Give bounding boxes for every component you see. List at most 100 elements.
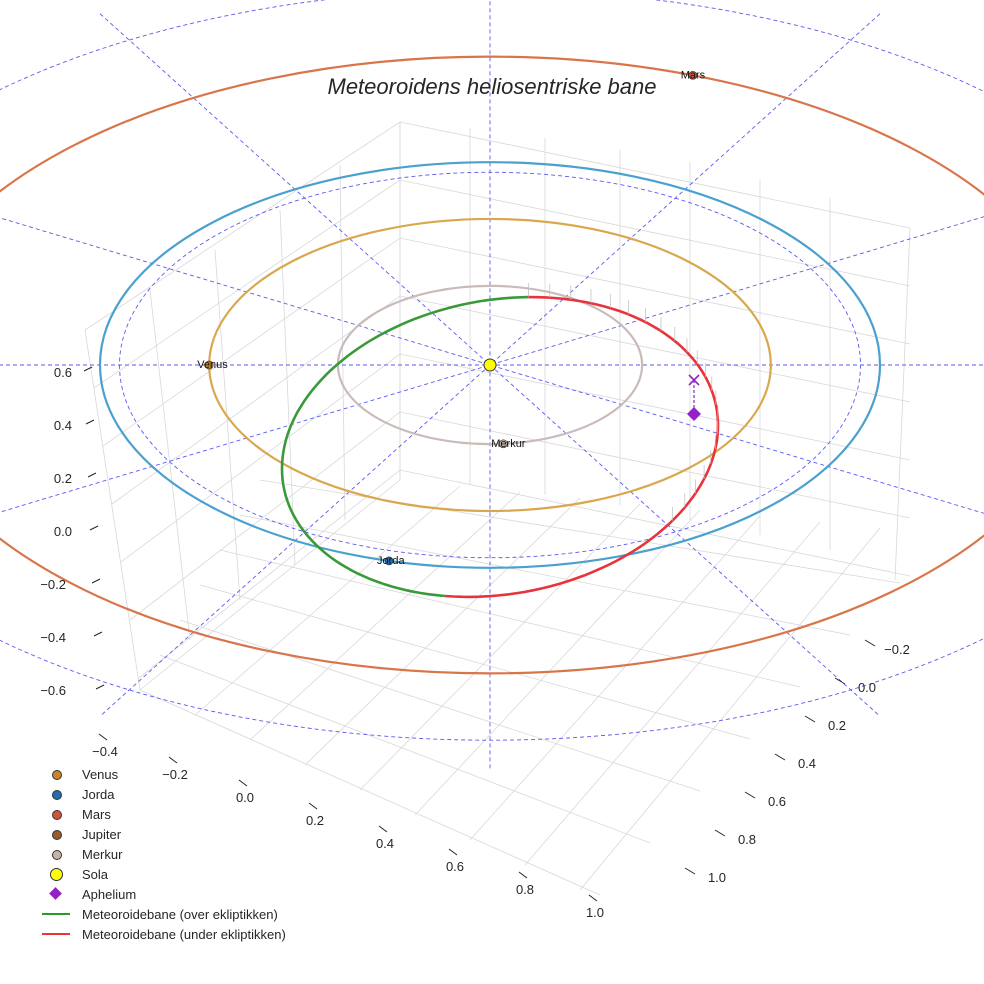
grid-line-floor [194, 485, 461, 716]
y-tick-label: 1.0 [708, 870, 726, 885]
y-tick-mark [834, 677, 846, 685]
grid-line-floor [249, 491, 521, 741]
orbit-venus [208, 217, 772, 513]
grid-line-left-wall [214, 249, 241, 601]
legend-marker [38, 844, 78, 864]
legend-swatch [42, 913, 70, 915]
x-tick-label: −0.4 [92, 744, 118, 759]
grid-line-floor [304, 497, 581, 766]
grid-line-floor [139, 689, 601, 896]
legend-swatch [52, 810, 62, 820]
legend-marker [38, 764, 78, 784]
z-tick-label: −0.6 [40, 683, 66, 698]
legend-marker [38, 824, 78, 844]
z-tick-label: 0.2 [54, 471, 72, 486]
grid-line-floor [199, 584, 751, 740]
legend-marker [38, 884, 78, 904]
meteoroid-track-under [444, 295, 720, 599]
z-tick-mark [89, 525, 99, 531]
x-tick-label: −0.2 [162, 767, 188, 782]
planet-label-jorda: Jorda [377, 555, 405, 567]
y-tick-mark [714, 829, 726, 837]
legend-marker [38, 784, 78, 804]
y-tick-label: 0.6 [768, 794, 786, 809]
legend-swatch [52, 850, 62, 860]
legend-label: Aphelium [82, 886, 137, 902]
meteoroid-track [280, 283, 720, 599]
y-tick-mark [774, 753, 786, 761]
planet-label-venus: Venus [197, 359, 228, 371]
legend-item: Meteoroidebane (over ekliptikken) [38, 904, 286, 924]
legend-label: Jorda [82, 786, 115, 802]
y-tick-label: 0.2 [828, 718, 846, 733]
legend: Venus Jorda Mars Jupiter Merkur Sola Aphelium M… [38, 764, 286, 944]
legend-marker [38, 904, 78, 924]
grid-line-floor [524, 521, 821, 866]
grid-line-back-wall [894, 227, 911, 581]
y-tick-label: 0.0 [858, 680, 876, 695]
z-tick-mark [91, 578, 101, 584]
z-tick-mark [83, 366, 93, 372]
grid-line-wall-level [129, 411, 911, 621]
axis-ticks: 0.6 0.4 0.2 0.0 −0.2 −0.4 −0.6 −0.4 −0.2 0.0 0.2 0.… [40, 365, 910, 920]
legend-swatch [50, 868, 63, 881]
z-tick-label: −0.2 [40, 577, 66, 592]
z-tick-mark [85, 419, 95, 425]
z-tick-label: 0.0 [54, 524, 72, 539]
planet-label-merkur: Merkur [491, 438, 526, 450]
x-tick-mark [168, 756, 178, 764]
legend-item: Mars [38, 804, 286, 824]
legend-item: Meteoroidebane (under ekliptikken) [38, 924, 286, 944]
planet-orbits [0, 55, 984, 675]
z-tick-label: −0.4 [40, 630, 66, 645]
legend-item: Jupiter [38, 824, 286, 844]
grid-line-left-wall [149, 289, 191, 641]
grid-line-left-wall [84, 329, 141, 691]
legend-marker [38, 804, 78, 824]
grid-line-wall-level [138, 469, 911, 679]
x-tick-label: 0.0 [236, 790, 254, 805]
y-tick-mark [684, 867, 696, 875]
legend-label: Meteoroidebane (under ekliptikken) [82, 926, 286, 942]
grid-line-wall-level [102, 237, 911, 447]
legend-swatch [52, 830, 62, 840]
x-tick-label: 0.4 [376, 836, 394, 851]
aphelium-projection [688, 374, 700, 386]
body-markers: Venus Jorda Mars Merkur [197, 69, 705, 567]
legend-label: Meteoroidebane (over ekliptikken) [82, 906, 278, 922]
legend-label: Venus [82, 766, 119, 782]
grid-line-floor [159, 654, 651, 844]
legend-swatch [49, 887, 62, 900]
grid-line-floor [139, 479, 401, 691]
grid-line-floor [219, 549, 801, 688]
x-tick-label: 0.2 [306, 813, 324, 828]
z-tick-label: 0.4 [54, 418, 72, 433]
orbit-mars [0, 55, 984, 675]
legend-marker [38, 864, 78, 884]
y-tick-label: −0.2 [884, 642, 910, 657]
z-tick-label: 0.6 [54, 365, 72, 380]
x-tick-mark [238, 779, 248, 787]
legend-label: Merkur [82, 846, 123, 862]
aphelium-marker [687, 407, 701, 421]
grid-line-floor [179, 619, 701, 792]
grid-line-left-wall [279, 209, 296, 566]
grid-line-floor [414, 509, 701, 816]
x-tick-mark [588, 894, 598, 902]
legend-marker [38, 924, 78, 944]
planet-jorda [384, 556, 394, 566]
y-tick-mark [804, 715, 816, 723]
legend-swatch [42, 933, 70, 935]
grid-line-wall-level [93, 179, 911, 389]
z-tick-mark [93, 631, 103, 637]
reference-circle [0, 0, 984, 741]
grid-line-floor [579, 527, 881, 891]
x-tick-label: 0.6 [446, 859, 464, 874]
grid-line-wall-level [120, 353, 911, 563]
x-tick-mark [448, 848, 458, 856]
z-tick-mark [95, 684, 105, 690]
legend-item: Jorda [38, 784, 286, 804]
legend-item: Sola [38, 864, 286, 884]
x-tick-mark [378, 825, 388, 833]
legend-swatch [52, 790, 62, 800]
